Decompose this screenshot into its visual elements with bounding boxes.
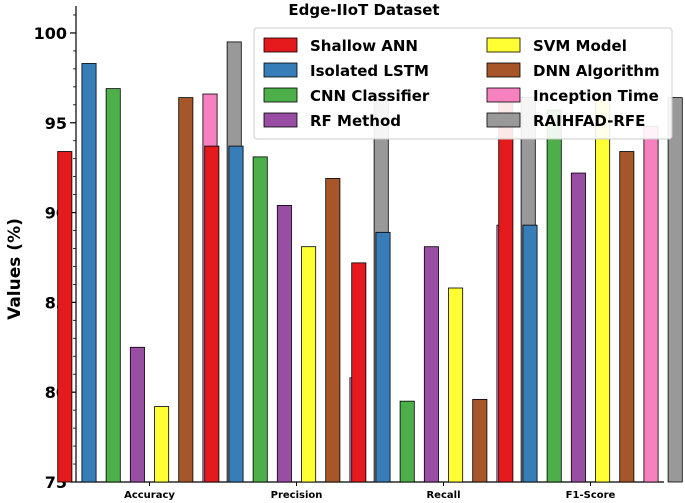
y-tick-label: 95 xyxy=(45,114,67,133)
legend: Shallow ANN Isolated LSTM CNN Classifier RF… xyxy=(253,27,673,140)
y-axis-label: Values (%) xyxy=(5,218,25,320)
legend-label: SVM Model xyxy=(533,37,627,55)
legend-label: RF Method xyxy=(310,112,401,130)
bar-cnn-classifier-recall xyxy=(399,400,415,483)
bar-cnn-classifier-precision xyxy=(252,156,268,483)
legend-swatch xyxy=(263,37,298,53)
legend-swatch xyxy=(486,112,521,128)
legend-label: DNN Algorithm xyxy=(533,62,660,80)
bar-rf-method-precision xyxy=(276,204,292,483)
bar-isolated-lstm-precision xyxy=(228,145,244,483)
bar-dnn-algorithm-precision xyxy=(325,178,341,483)
bar-dnn-algorithm-f1-score xyxy=(619,151,635,483)
bar-shallow-ann-accuracy xyxy=(57,151,73,483)
legend-swatch xyxy=(263,87,298,103)
bar-rf-method-accuracy xyxy=(129,346,145,483)
bar-shallow-ann-recall xyxy=(351,262,367,483)
bar-isolated-lstm-accuracy xyxy=(81,63,97,483)
legend-frame xyxy=(253,27,673,140)
legend-label: Inception Time xyxy=(533,87,659,105)
bar-isolated-lstm-recall xyxy=(375,231,391,483)
bar-svm-model-f1-score xyxy=(595,99,611,483)
bar-shallow-ann-precision xyxy=(204,145,220,483)
y-tick-label: 100 xyxy=(34,24,67,43)
bar-rf-method-recall xyxy=(423,246,439,483)
legend-swatch xyxy=(486,62,521,78)
bar-svm-model-accuracy xyxy=(154,406,170,483)
legend-swatch xyxy=(486,87,521,103)
bar-shallow-ann-f1-score xyxy=(498,100,514,483)
bar-svm-model-precision xyxy=(301,246,317,483)
bar-dnn-algorithm-accuracy xyxy=(178,97,194,483)
legend-label: Isolated LSTM xyxy=(310,62,429,80)
legend-label: RAIHFAD-RFE xyxy=(533,112,645,130)
bar-raihfad-rfe-f1-score xyxy=(667,97,683,483)
legend-swatch xyxy=(263,62,298,78)
bar-isolated-lstm-f1-score xyxy=(522,224,538,483)
bar-cnn-classifier-accuracy xyxy=(105,88,121,483)
x-tick-label: F1-Score xyxy=(566,490,616,501)
bar-rf-method-f1-score xyxy=(570,172,586,483)
bar-dnn-algorithm-recall xyxy=(472,398,488,483)
legend-label: Shallow ANN xyxy=(310,37,418,55)
legend-swatch xyxy=(263,112,298,128)
x-tick-label: Recall xyxy=(426,490,460,501)
chart-title: Edge-IIoT Dataset xyxy=(288,1,439,19)
bar-cnn-classifier-f1-score xyxy=(546,109,562,483)
bar-inception-time-f1-score xyxy=(643,125,659,483)
legend-swatch xyxy=(486,37,521,53)
x-tick-label: Accuracy xyxy=(124,490,175,501)
legend-label: CNN Classifier xyxy=(310,87,430,105)
bar-svm-model-recall xyxy=(448,287,464,483)
x-tick-label: Precision xyxy=(271,490,323,501)
